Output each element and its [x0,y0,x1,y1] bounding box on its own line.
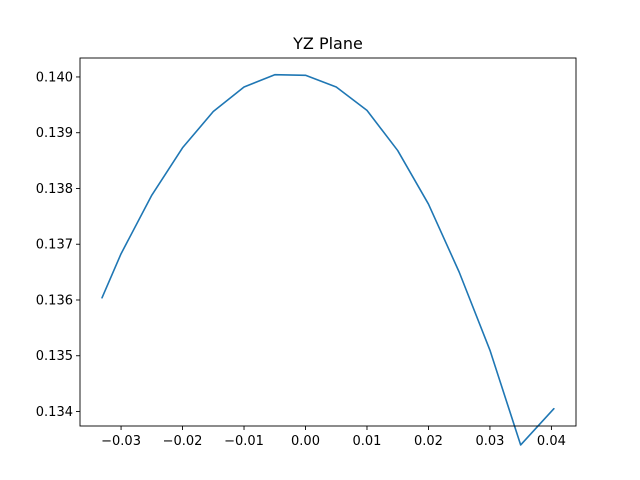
x-tick-label: 0.04 [537,434,566,449]
x-tick-label: −0.03 [101,434,141,449]
series-line-0 [101,73,555,446]
x-tick-label: −0.01 [224,434,264,449]
chart-title: YZ Plane [292,34,363,53]
y-tick-label: 0.136 [36,293,73,308]
y-tick-label: 0.140 [36,70,73,85]
x-tick-label: −0.02 [163,434,203,449]
x-tick-label: 0.00 [291,434,320,449]
y-tick-label: 0.138 [36,182,73,197]
x-tick-label: 0.03 [475,434,504,449]
y-tick-label: 0.137 [36,238,73,253]
plot-area: −0.03 −0.02 −0.01 0.00 0.01 0.02 0.03 0.04 0.134… [36,57,577,449]
y-tick-label: 0.134 [36,405,73,420]
x-tick-label: 0.01 [353,434,382,449]
y-tick-label: 0.135 [36,349,73,364]
y-tick-label: 0.139 [36,126,73,141]
x-tick-label: 0.02 [414,434,443,449]
axes-frame [79,57,577,427]
